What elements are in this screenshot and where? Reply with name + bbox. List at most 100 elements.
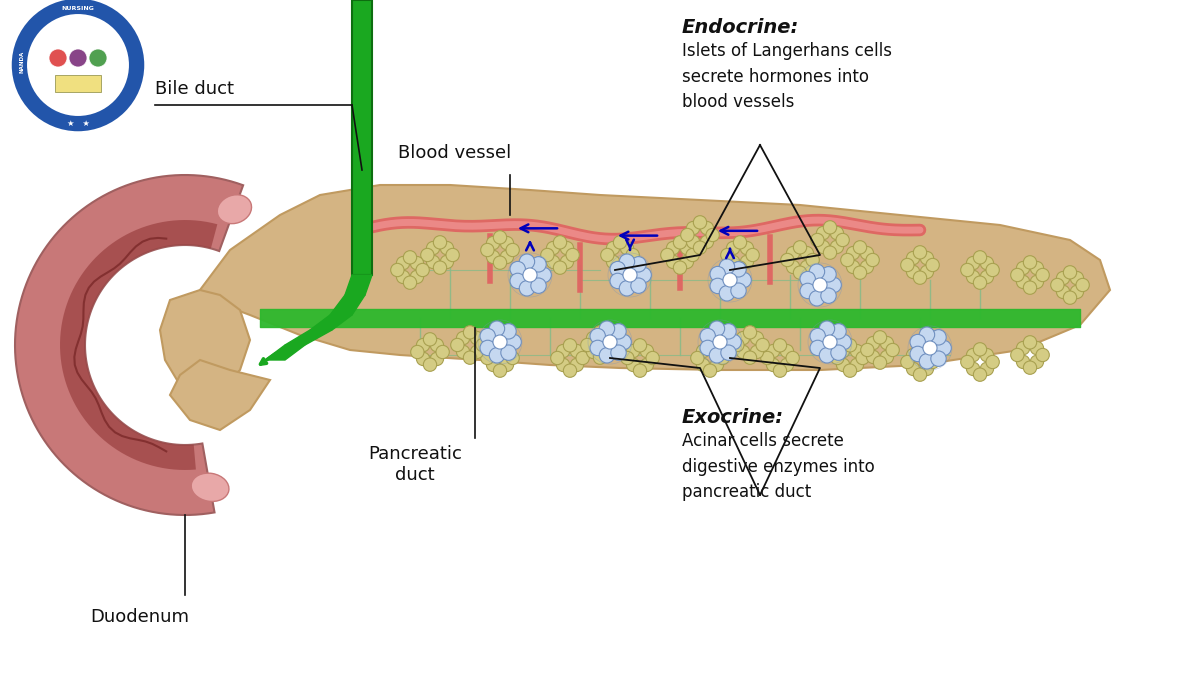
Circle shape (691, 352, 704, 364)
Circle shape (486, 250, 499, 264)
Circle shape (830, 226, 844, 240)
Circle shape (431, 339, 444, 352)
Circle shape (493, 335, 508, 349)
Circle shape (476, 339, 490, 352)
Circle shape (493, 256, 506, 269)
Circle shape (410, 270, 424, 284)
Circle shape (541, 248, 554, 262)
Polygon shape (330, 295, 365, 315)
Circle shape (49, 49, 67, 67)
Circle shape (553, 261, 566, 274)
Circle shape (1063, 291, 1076, 305)
Circle shape (710, 358, 724, 371)
Circle shape (721, 324, 737, 339)
Circle shape (740, 241, 754, 255)
Circle shape (70, 49, 88, 67)
Circle shape (743, 351, 757, 364)
Circle shape (811, 233, 824, 247)
Circle shape (481, 352, 494, 364)
Text: NURSING: NURSING (61, 5, 95, 10)
Circle shape (812, 278, 827, 292)
Circle shape (590, 340, 606, 356)
Circle shape (913, 245, 926, 259)
Circle shape (1070, 285, 1084, 299)
Circle shape (493, 364, 506, 377)
Circle shape (1051, 278, 1064, 292)
Circle shape (451, 339, 464, 352)
Circle shape (424, 333, 437, 346)
Circle shape (601, 248, 614, 262)
Circle shape (980, 256, 994, 270)
Circle shape (396, 256, 409, 270)
Circle shape (966, 256, 979, 270)
Circle shape (860, 246, 874, 260)
Circle shape (696, 345, 709, 358)
Circle shape (806, 254, 820, 267)
Circle shape (881, 337, 894, 350)
Circle shape (500, 345, 514, 358)
Circle shape (836, 345, 850, 358)
Text: Exocrine:: Exocrine: (682, 408, 784, 427)
Circle shape (623, 268, 637, 282)
Circle shape (731, 339, 744, 352)
Circle shape (680, 241, 694, 255)
Circle shape (500, 250, 514, 264)
Circle shape (486, 237, 499, 250)
Circle shape (570, 345, 583, 358)
Circle shape (686, 248, 700, 262)
Circle shape (576, 352, 589, 364)
Circle shape (606, 241, 619, 255)
Circle shape (810, 328, 826, 344)
Circle shape (1070, 271, 1084, 285)
Circle shape (426, 241, 439, 255)
Circle shape (740, 255, 754, 269)
Circle shape (560, 241, 574, 255)
Circle shape (866, 337, 880, 350)
Circle shape (1016, 355, 1030, 369)
Text: Pancreatic
duct: Pancreatic duct (368, 445, 462, 483)
Circle shape (560, 255, 574, 269)
Circle shape (773, 339, 787, 352)
Ellipse shape (217, 194, 252, 224)
Circle shape (986, 356, 1000, 369)
Circle shape (709, 321, 725, 337)
Circle shape (506, 335, 521, 350)
Circle shape (810, 340, 826, 356)
Circle shape (587, 331, 600, 345)
Circle shape (426, 255, 439, 269)
Circle shape (403, 276, 416, 289)
Circle shape (490, 347, 505, 363)
Circle shape (456, 345, 469, 358)
Text: NANDA: NANDA (19, 51, 24, 73)
Circle shape (761, 352, 774, 364)
Circle shape (826, 277, 841, 292)
Circle shape (830, 324, 846, 339)
Circle shape (480, 340, 496, 356)
Circle shape (89, 49, 107, 67)
Circle shape (506, 352, 520, 364)
Circle shape (726, 241, 739, 255)
Text: Endocrine:: Endocrine: (682, 18, 799, 37)
Circle shape (620, 241, 634, 255)
Text: CLASSES: CLASSES (62, 20, 94, 24)
Circle shape (546, 255, 559, 269)
Circle shape (713, 335, 727, 349)
Circle shape (906, 252, 919, 265)
Polygon shape (16, 175, 244, 515)
Circle shape (1024, 281, 1037, 294)
Circle shape (619, 254, 635, 269)
Circle shape (800, 260, 814, 273)
Circle shape (851, 358, 864, 371)
Circle shape (500, 324, 516, 339)
Circle shape (530, 278, 546, 293)
Circle shape (416, 339, 430, 352)
Circle shape (613, 261, 626, 274)
Text: Bile duct: Bile duct (155, 80, 234, 98)
Circle shape (986, 263, 1000, 277)
Circle shape (616, 335, 631, 350)
Circle shape (844, 339, 857, 352)
Circle shape (830, 352, 844, 364)
Circle shape (961, 356, 974, 369)
Circle shape (721, 248, 734, 262)
Circle shape (809, 290, 824, 306)
